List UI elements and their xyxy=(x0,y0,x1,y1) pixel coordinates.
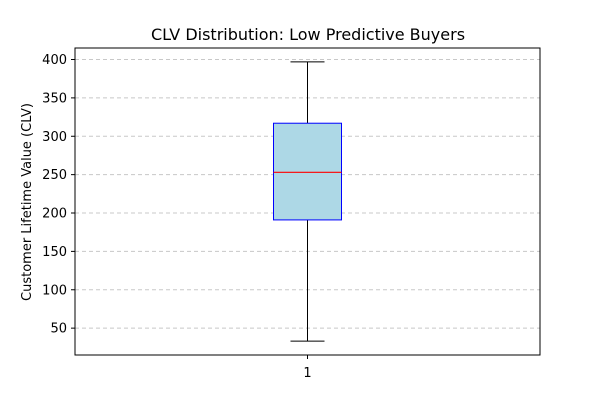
y-tick-label: 100 xyxy=(42,283,67,298)
x-tick-label: 1 xyxy=(303,366,311,381)
plot-area-frame xyxy=(74,47,541,356)
chart-title: CLV Distribution: Low Predictive Buyers xyxy=(151,25,465,44)
y-tick-label: 300 xyxy=(42,130,67,145)
y-tick-label: 250 xyxy=(42,168,67,183)
y-tick-label: 200 xyxy=(42,207,67,222)
y-tick-label: 400 xyxy=(42,53,67,68)
y-axis-ticks: 50 100 150 200 250 300 350 400 xyxy=(42,53,75,337)
y-axis-label: Customer Lifetime Value (CLV) xyxy=(20,103,35,301)
y-tick-label: 350 xyxy=(42,91,67,106)
iqr-box xyxy=(273,122,342,221)
box-1 xyxy=(273,61,342,342)
y-tick-label: 150 xyxy=(42,245,67,260)
x-axis-ticks: 1 xyxy=(303,355,312,381)
y-tick-label: 50 xyxy=(50,322,67,337)
box-series xyxy=(273,61,342,342)
